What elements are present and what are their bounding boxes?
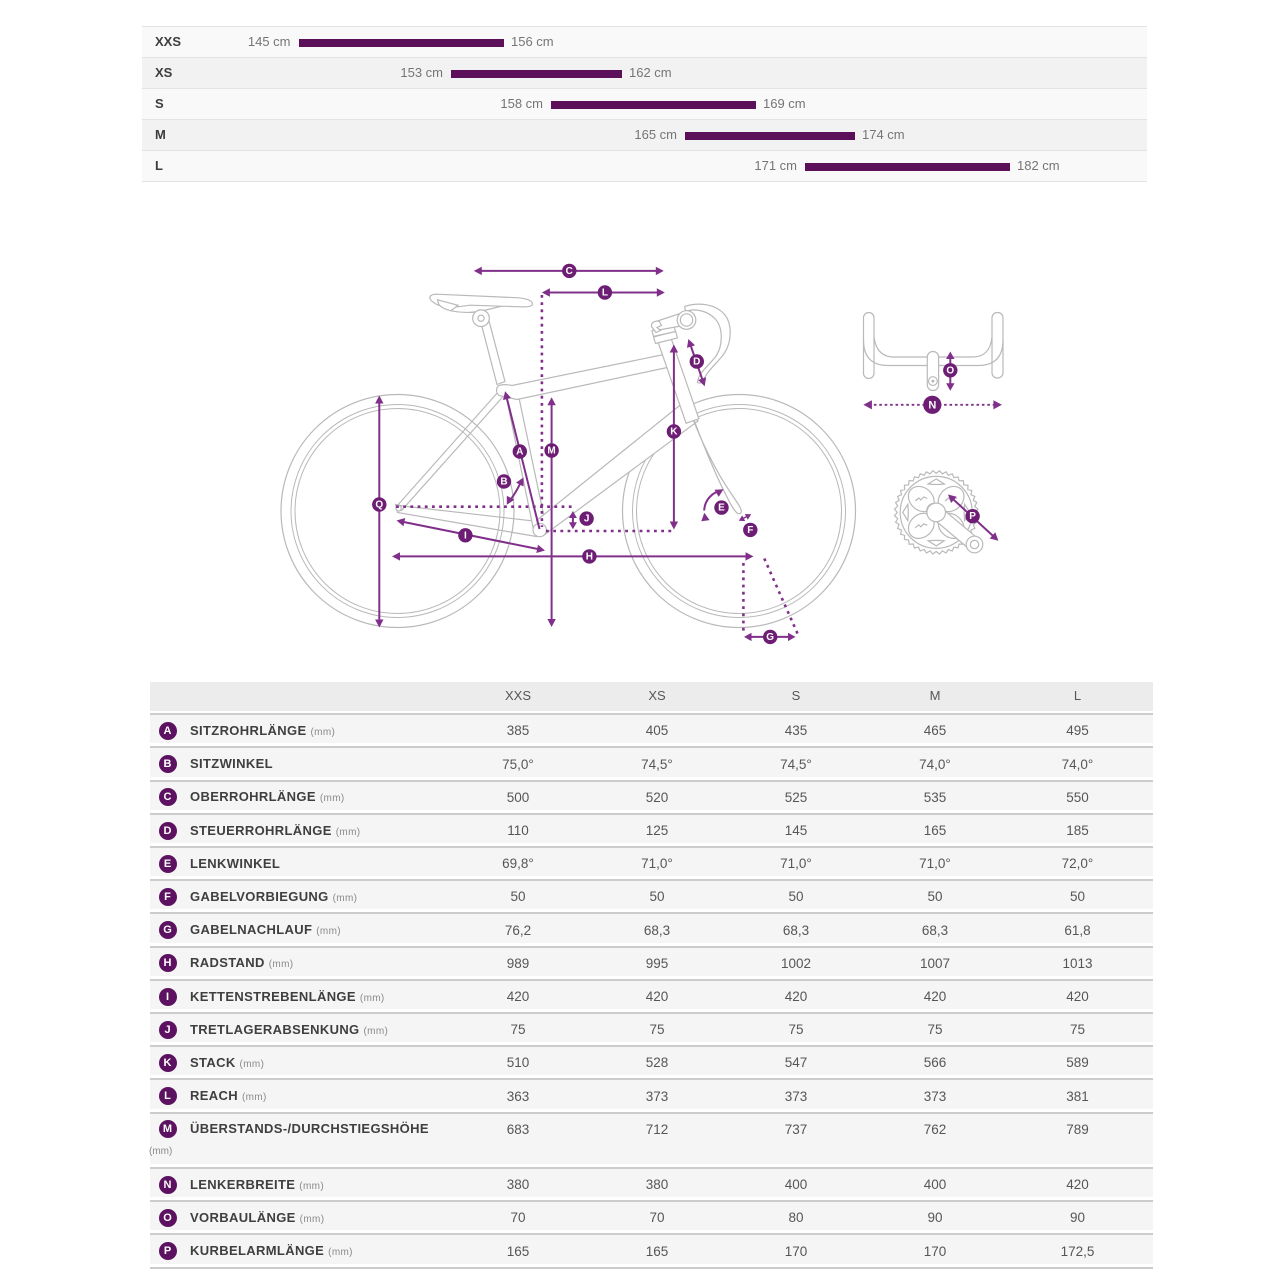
svg-text:H: H: [586, 551, 593, 562]
svg-text:M: M: [547, 446, 555, 457]
svg-text:K: K: [670, 427, 678, 438]
svg-text:G: G: [766, 632, 774, 643]
svg-text:F: F: [747, 525, 753, 536]
svg-text:P: P: [969, 511, 976, 522]
svg-text:J: J: [584, 514, 590, 525]
svg-text:Q: Q: [375, 500, 383, 511]
svg-text:I: I: [464, 530, 467, 541]
svg-text:D: D: [693, 357, 700, 368]
svg-text:N: N: [928, 399, 936, 411]
svg-text:A: A: [516, 447, 523, 458]
svg-text:O: O: [946, 365, 954, 376]
svg-text:C: C: [566, 266, 573, 277]
svg-text:E: E: [718, 503, 725, 514]
svg-text:B: B: [500, 477, 507, 488]
svg-text:L: L: [602, 288, 608, 299]
